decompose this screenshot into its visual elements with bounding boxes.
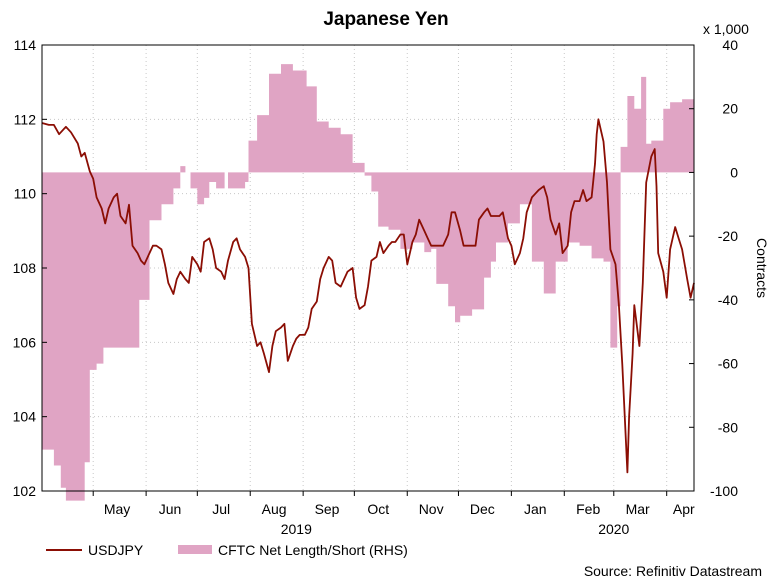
- right-tick-label: -20: [718, 228, 738, 244]
- cftc-area: [42, 64, 694, 501]
- x-axis: May Jun Jul Aug Sep Oct Nov Dec Jan Feb Mar Apr 2019…: [92, 491, 695, 537]
- usdjpy-line: [41, 118, 695, 474]
- month-label: Jan: [524, 501, 547, 517]
- left-tick-label: 106: [13, 334, 37, 350]
- month-label: Mar: [626, 501, 650, 517]
- right-tick-label: 0: [730, 164, 738, 180]
- right-tick-label: -40: [718, 292, 738, 308]
- legend-area-swatch: [178, 545, 212, 554]
- year-label: 2020: [598, 521, 629, 537]
- right-axis-label: Contracts: [754, 238, 770, 298]
- left-tick-label: 108: [13, 260, 37, 276]
- cftc-area-series: [42, 64, 694, 501]
- month-label: Aug: [262, 501, 287, 517]
- left-tick-label: 104: [13, 409, 37, 425]
- month-label: Dec: [470, 501, 495, 517]
- legend-label-cftc: CFTC Net Length/Short (RHS): [218, 542, 408, 558]
- month-label: May: [104, 501, 130, 517]
- legend: USDJPY CFTC Net Length/Short (RHS): [46, 542, 408, 558]
- left-tick-label: 114: [14, 37, 37, 53]
- right-tick-label: -80: [718, 419, 738, 435]
- right-tick-label: -60: [718, 356, 738, 372]
- year-label: 2019: [281, 521, 312, 537]
- left-tick-label: 112: [14, 111, 37, 127]
- month-label: Jul: [212, 501, 230, 517]
- month-label: Jun: [159, 501, 182, 517]
- left-tick-label: 110: [14, 186, 37, 202]
- source-note: Source: Refinitiv Datastream: [584, 563, 762, 579]
- legend-label-usdjpy: USDJPY: [88, 542, 144, 558]
- left-tick-label: 102: [13, 483, 37, 499]
- right-tick-label: 20: [722, 101, 738, 117]
- month-label: Sep: [315, 501, 340, 517]
- chart-title: Japanese Yen: [323, 9, 448, 30]
- right-tick-label: -100: [710, 483, 738, 499]
- left-axis: 102 104 106 108 110 112 114: [13, 37, 47, 499]
- right-tick-label: 40: [722, 37, 738, 53]
- month-label: Nov: [419, 501, 444, 517]
- usdjpy-line-series: [41, 118, 695, 474]
- month-label: Feb: [576, 501, 600, 517]
- right-axis: -100 -80 -60 -40 -20 0 20 40: [689, 37, 738, 499]
- right-axis-multiplier: x 1,000: [703, 21, 749, 37]
- month-label: Oct: [367, 501, 389, 517]
- month-label: Apr: [673, 501, 695, 517]
